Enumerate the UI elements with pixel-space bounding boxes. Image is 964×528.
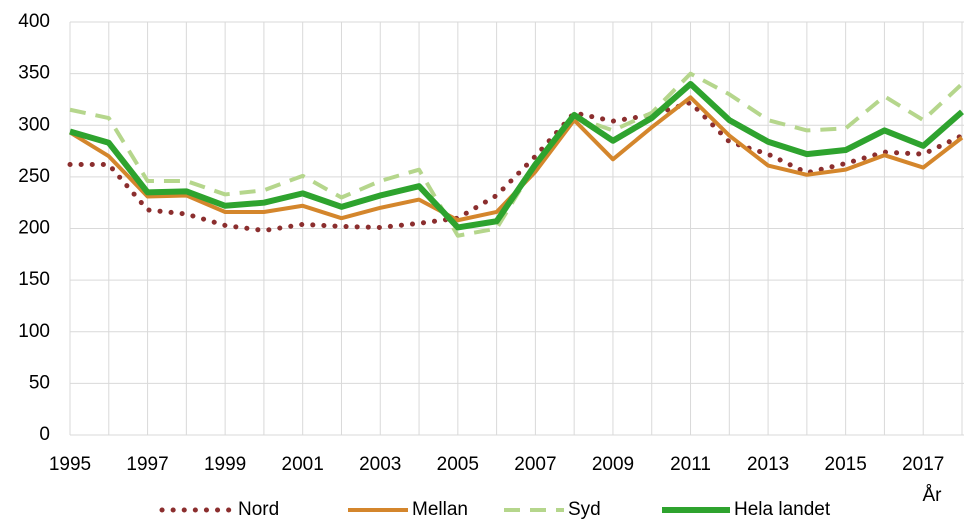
x-tick-label: 2001 (282, 454, 324, 475)
x-tick-label: 2011 (670, 454, 711, 475)
x-tick-label: 2007 (514, 454, 556, 475)
legend-label: Syd (568, 499, 601, 520)
series-line (69, 80, 964, 231)
x-tick-label: 2013 (747, 454, 789, 475)
legend-label: Mellan (412, 499, 468, 520)
y-tick-label: 300 (18, 114, 50, 135)
x-tick-label: 2017 (902, 454, 944, 475)
legend-label: Nord (238, 499, 279, 520)
series-line (67, 100, 964, 234)
series-line (68, 95, 964, 223)
x-tick-label: 1999 (204, 454, 246, 475)
x-axis-label: År (923, 485, 943, 506)
y-tick-label: 350 (18, 63, 50, 84)
y-tick-label: 400 (18, 11, 50, 32)
y-tick-label: 50 (29, 372, 50, 393)
x-tick-label: 2009 (592, 454, 634, 475)
legend-label: Hela landet (734, 499, 831, 520)
x-tick-label: 2005 (437, 454, 479, 475)
x-tick-label: 2003 (359, 454, 401, 475)
y-tick-label: 150 (18, 269, 50, 290)
y-tick-label: 200 (18, 218, 50, 239)
y-tick-label: 0 (39, 424, 50, 445)
x-tick-label: 1995 (49, 454, 91, 475)
y-tick-label: 100 (18, 321, 50, 342)
y-tick-label: 250 (18, 166, 50, 187)
x-tick-label: 2015 (825, 454, 867, 475)
x-tick-label: 1997 (126, 454, 168, 475)
